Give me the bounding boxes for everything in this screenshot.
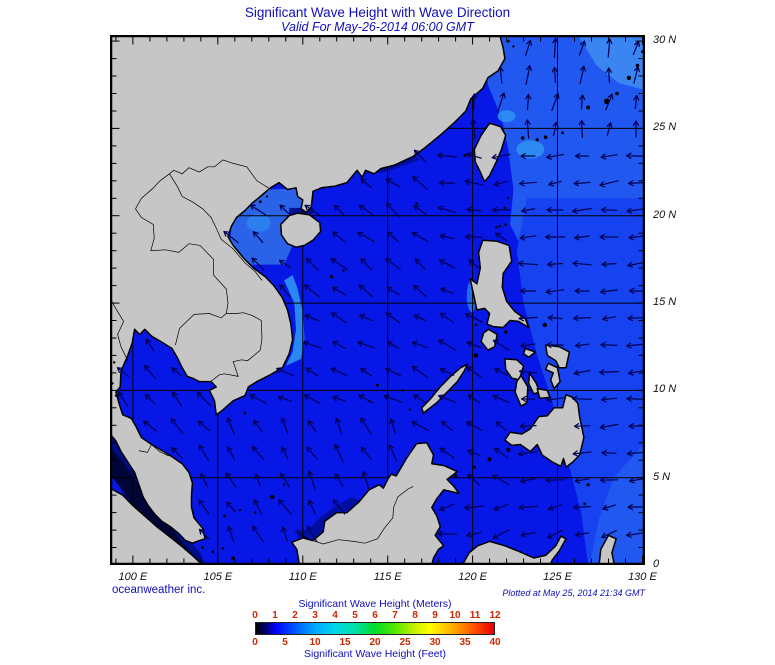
- lon-tick-label: 100 E: [118, 571, 148, 583]
- feet-tick-label: 35: [459, 637, 471, 648]
- oceanweather-credit: oceanweather inc.: [112, 584, 206, 596]
- lon-tick-label: 115 E: [373, 571, 402, 583]
- meters-tick-label: 8: [412, 610, 418, 621]
- meters-tick-label: 2: [292, 610, 298, 621]
- legend-feet-label: Significant Wave Height (Feet): [303, 648, 446, 660]
- wave-arrow-layer: [116, 37, 645, 543]
- lat-tick-label: 10 N: [653, 383, 677, 396]
- land-layer: [110, 35, 617, 565]
- lon-tick-label: 105 E: [203, 571, 233, 583]
- lat-tick-label: 25 N: [653, 121, 677, 134]
- feet-tick-label: 15: [339, 637, 351, 648]
- lat-tick-label: 15 N: [653, 296, 677, 309]
- country-border-layer: [110, 159, 414, 545]
- meters-tick-label: 11: [469, 610, 481, 621]
- map-svg: [110, 35, 645, 565]
- lat-tick-label: 0: [653, 558, 660, 570]
- meters-tick-label: 7: [392, 610, 398, 621]
- meters-tick-label: 4: [332, 610, 338, 621]
- axis-tick-layer: [111, 36, 644, 564]
- meters-tick-label: 12: [489, 610, 501, 621]
- feet-tick-label: 40: [489, 637, 501, 648]
- map-canvas: [110, 35, 645, 565]
- feet-tick-label: 20: [369, 637, 381, 648]
- meters-tick-label: 10: [449, 610, 461, 621]
- feet-tick-label: 0: [252, 637, 258, 648]
- meters-tick-label: 1: [272, 610, 278, 621]
- feet-tick-label: 25: [399, 637, 411, 648]
- feet-tick-label: 5: [282, 637, 288, 648]
- meters-tick-label: 6: [372, 610, 378, 621]
- valid-time-subtitle: Valid For May-26-2014 06:00 GMT: [281, 20, 474, 34]
- meters-tick-label: 5: [352, 610, 358, 621]
- lat-tick-label: 20 N: [653, 208, 677, 221]
- lat-tick-label: 30 N: [653, 34, 677, 47]
- lon-tick-label: 130 E: [628, 571, 657, 583]
- meters-tick-label: 0: [252, 610, 258, 621]
- lon-tick-label: 125 E: [543, 571, 572, 583]
- small-island-dots: [111, 39, 644, 560]
- feet-tick-label: 10: [309, 637, 321, 648]
- plotted-at-label: Plotted at May 25, 2014 21:34 GMT: [502, 588, 645, 598]
- map-frame: [110, 35, 645, 565]
- lon-tick-label: 110 E: [288, 571, 317, 583]
- wave-height-colorbar: [255, 622, 495, 635]
- feet-tick-label: 30: [429, 637, 441, 648]
- lon-tick-label: 120 E: [458, 571, 487, 583]
- page-title: Significant Wave Height with Wave Direct…: [244, 5, 511, 20]
- lat-tick-label: 5 N: [653, 470, 671, 483]
- legend-meters-label: Significant Wave Height (Meters): [298, 598, 452, 610]
- meters-tick-label: 3: [312, 610, 318, 621]
- meters-tick-label: 9: [432, 610, 438, 621]
